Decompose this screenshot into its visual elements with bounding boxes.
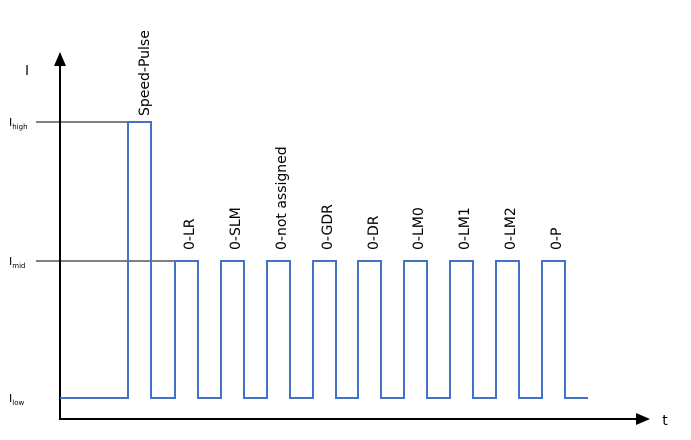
pulse-label-0-lm0: 0-LM0	[411, 207, 427, 250]
level-label-low-base: I	[9, 392, 12, 405]
pulse-label-0-dr: 0-DR	[366, 215, 382, 250]
pulse-label-0-p: 0-P	[549, 228, 565, 250]
pulse-label-0-lm1: 0-LM1	[457, 207, 473, 250]
pulse-label-0-not-assigned: 0-not assigned	[274, 146, 290, 250]
pulse-label-0-gdr: 0-GDR	[320, 204, 336, 250]
pulse-label-0-lr: 0-LR	[182, 218, 198, 250]
y-axis-arrowhead	[54, 52, 66, 66]
level-label-low: Ilow	[9, 392, 24, 407]
pulse-label-0-lm2: 0-LM2	[503, 207, 519, 250]
pulse-waveform	[60, 121, 588, 399]
x-axis-label: t	[662, 413, 668, 429]
level-label-mid-base: I	[9, 255, 12, 268]
x-axis-arrowhead	[636, 413, 650, 425]
level-label-high-base: I	[9, 116, 12, 129]
level-label-high: Ihigh	[9, 116, 28, 131]
pulse-label-speed-pulse: Speed-Pulse	[137, 30, 153, 116]
level-label-mid-sub: mid	[12, 262, 25, 270]
level-label-low-sub: low	[12, 399, 24, 407]
level-label-high-sub: high	[12, 123, 27, 131]
level-label-mid: Imid	[9, 255, 25, 270]
y-axis-label: I	[25, 64, 29, 79]
pulse-label-0-slm: 0-SLM	[228, 207, 244, 250]
